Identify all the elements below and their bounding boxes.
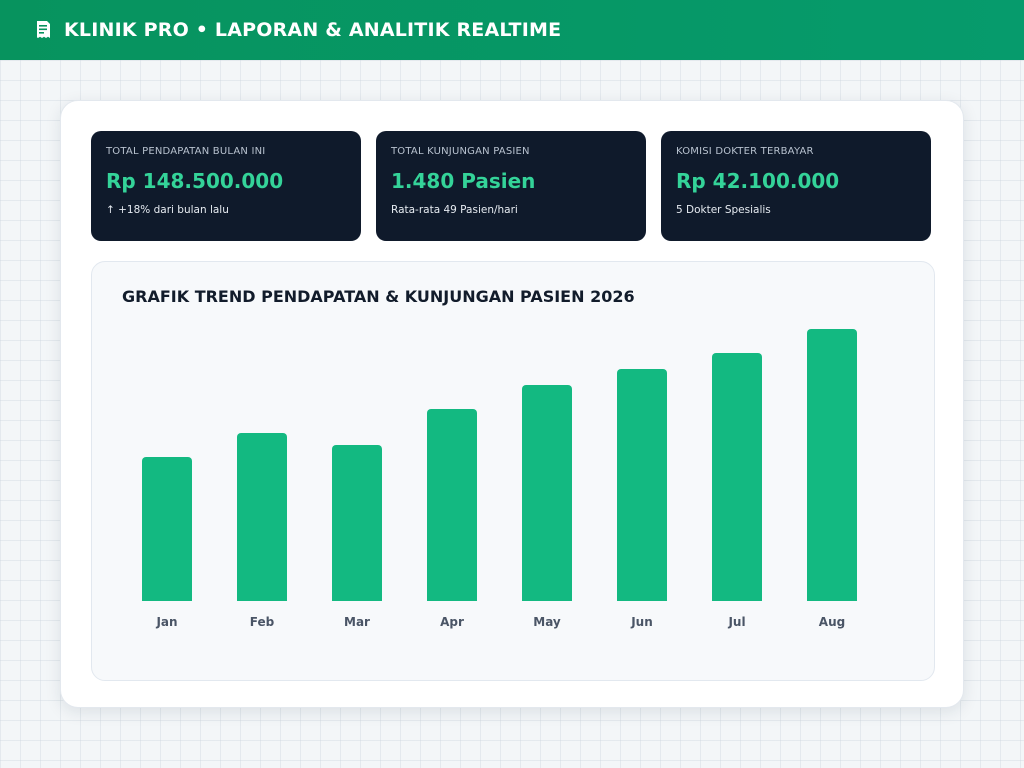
stat-value: Rp 148.500.000 xyxy=(106,169,284,193)
bar-base-feb xyxy=(237,595,287,601)
bar-may xyxy=(522,385,572,601)
stat-card-visits: TOTAL KUNJUNGAN PASIEN 1.480 Pasien Rata… xyxy=(376,131,646,241)
bar-jan xyxy=(142,457,192,601)
receipt-icon xyxy=(34,19,54,41)
stat-label: KOMISI DOKTER TERBAYAR xyxy=(676,146,814,157)
stat-note: 5 Dokter Spesialis xyxy=(676,204,771,216)
bar-feb xyxy=(237,433,287,601)
stat-card-revenue: TOTAL PENDAPATAN BULAN INI Rp 148.500.00… xyxy=(91,131,361,241)
stat-value: 1.480 Pasien xyxy=(391,169,536,193)
x-tick-label: Jul xyxy=(727,615,745,629)
x-tick-label: Aug xyxy=(819,615,845,629)
bar-jul xyxy=(712,353,762,601)
bar-base-jul xyxy=(712,595,762,601)
bar-jun xyxy=(617,369,667,601)
x-tick-label: Feb xyxy=(250,615,275,629)
stat-note: Rata-rata 49 Pasien/hari xyxy=(391,204,518,216)
x-tick-label: Jun xyxy=(630,615,653,629)
bar-apr xyxy=(427,409,477,601)
x-tick-label: May xyxy=(533,615,561,629)
stat-value: Rp 42.100.000 xyxy=(676,169,840,193)
bar-mar xyxy=(332,445,382,601)
bar-base-apr xyxy=(427,595,477,601)
stat-label: TOTAL KUNJUNGAN PASIEN xyxy=(391,146,530,157)
bar-base-mar xyxy=(332,595,382,601)
bar-base-jun xyxy=(617,595,667,601)
x-tick-label: Jan xyxy=(155,615,177,629)
bar-chart: Jan Feb Mar Apr May Jun Jul Aug xyxy=(142,329,857,629)
bar-aug xyxy=(807,329,857,601)
bar-base-may xyxy=(522,595,572,601)
chart-title: GRAFIK TREND PENDAPATAN & KUNJUNGAN PASI… xyxy=(122,287,635,306)
chart-panel: GRAFIK TREND PENDAPATAN & KUNJUNGAN PASI… xyxy=(91,261,935,681)
x-tick-label: Mar xyxy=(344,615,370,629)
stat-note: ↑ +18% dari bulan lalu xyxy=(106,204,229,216)
report-card: TOTAL PENDAPATAN BULAN INI Rp 148.500.00… xyxy=(60,100,964,708)
x-tick-label: Apr xyxy=(440,615,464,629)
app-header: KLINIK PRO • LAPORAN & ANALITIK REALTIME xyxy=(0,0,1024,60)
app-title: KLINIK PRO • LAPORAN & ANALITIK REALTIME xyxy=(64,19,562,41)
stat-label: TOTAL PENDAPATAN BULAN INI xyxy=(106,146,266,157)
bar-base-aug xyxy=(807,595,857,601)
bar-base-jan xyxy=(142,595,192,601)
stat-card-commission: KOMISI DOKTER TERBAYAR Rp 42.100.000 5 D… xyxy=(661,131,931,241)
